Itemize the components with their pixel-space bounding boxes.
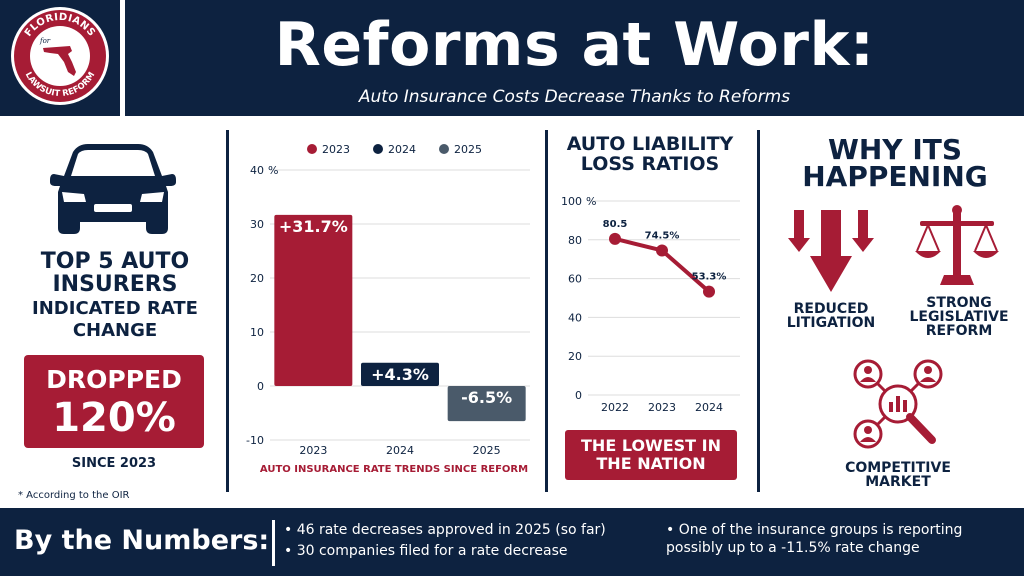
legend-marker: [307, 144, 317, 154]
why-item-legislative-reform: STRONG LEGISLATIVE REFORM: [909, 295, 1009, 339]
panel-divider: [545, 130, 548, 492]
header-banner: FLORIDIANS LAWSUIT REFORM for Reforms at…: [0, 0, 1024, 116]
bar: [274, 214, 353, 386]
data-label: -6.5%: [461, 388, 512, 407]
y-unit-label: %: [586, 195, 596, 208]
data-point: [656, 244, 668, 257]
rate-trends-chart: 40 30 20 10 0 -10% +31.7% 2023 +4.3% 2024 -6.5% 202…: [246, 143, 530, 475]
y-tick-label: 10: [250, 326, 264, 339]
y-tick-label: 30: [250, 218, 264, 231]
y-tick-label: 20: [568, 350, 582, 363]
dropped-value: 120%: [52, 395, 176, 441]
y-tick-label: 0: [257, 380, 264, 393]
footer-divider: [272, 520, 275, 566]
footer-item: • 30 companies filed for a rate decrease: [284, 543, 568, 559]
legend-label: 2023: [322, 143, 350, 156]
chart-title: AUTO INSURANCE RATE TRENDS SINCE REFORM: [260, 464, 528, 475]
footer-item: • 46 rate decreases approved in 2025 (so…: [284, 522, 606, 538]
dropped-badge: DROPPED 120%: [24, 355, 204, 448]
floridians-logo: FLORIDIANS LAWSUIT REFORM for: [11, 7, 109, 105]
x-tick-label: 2024: [695, 401, 723, 414]
data-point: [703, 285, 715, 298]
scales-icon: [915, 205, 999, 285]
since-text: SINCE 2023: [71, 456, 157, 471]
why-item-competitive-market: COMPETITIVE MARKET: [845, 460, 951, 490]
footnote: * According to the OIR: [18, 490, 130, 501]
car-icon: [50, 144, 176, 234]
y-tick-label: 60: [568, 273, 582, 286]
x-tick-label: 2022: [601, 401, 629, 414]
market-analysis-icon: [853, 359, 943, 449]
data-label: +4.3%: [371, 365, 429, 384]
page-subtitle: Auto Insurance Costs Decrease Thanks to …: [358, 87, 791, 107]
x-tick-label: 2023: [299, 444, 327, 457]
dropped-label: DROPPED: [46, 365, 182, 394]
legend-marker: [373, 144, 383, 154]
why-title: WHY ITS HAPPENING: [802, 133, 988, 193]
page-title: Reforms at Work:: [274, 10, 875, 80]
data-point: [609, 232, 621, 245]
legend-marker: [439, 144, 449, 154]
logo-text-for: for: [39, 37, 51, 45]
footer-banner: By the Numbers: • 46 rate decreases appr…: [0, 508, 1024, 576]
data-label: 74.5%: [645, 230, 680, 241]
y-tick-label: -10: [246, 434, 264, 447]
footer-title: By the Numbers:: [14, 525, 270, 556]
legend-label: 2025: [454, 143, 482, 156]
header-divider: [120, 0, 125, 116]
data-label: +31.7%: [279, 217, 348, 236]
data-label: 53.3%: [692, 272, 727, 283]
legend-label: 2024: [388, 143, 416, 156]
panel-divider: [757, 130, 760, 492]
loss-ratio-title: AUTO LIABILITY LOSS RATIOS: [566, 133, 734, 175]
florida-map-icon: [43, 46, 76, 76]
x-tick-label: 2024: [386, 444, 414, 457]
loss-ratio-chart: 100 80 60 40 20 0% 80.5 2022 74.5% 2023 53.3% 2024: [561, 195, 740, 414]
y-tick-label: 40: [568, 311, 582, 324]
down-arrows-icon: [788, 210, 874, 292]
bar: [361, 362, 439, 386]
data-label: 80.5: [603, 219, 628, 230]
y-tick-label: 40: [250, 164, 264, 177]
panel-divider: [226, 130, 229, 492]
why-item-reduced-litigation: REDUCED LITIGATION: [786, 301, 876, 331]
lowest-badge: THE LOWEST IN THE NATION: [565, 430, 737, 480]
x-tick-label: 2023: [648, 401, 676, 414]
insurers-title: TOP 5 AUTO INSURERS: [40, 249, 190, 297]
footer-item: • One of the insurance groups is reporti…: [666, 522, 963, 556]
y-unit-label: %: [268, 164, 278, 177]
y-tick-label: 80: [568, 234, 582, 247]
x-tick-label: 2025: [473, 444, 501, 457]
y-tick-label: 20: [250, 272, 264, 285]
bar: [447, 386, 526, 422]
y-tick-label: 100: [561, 195, 582, 208]
y-tick-label: 0: [575, 389, 582, 402]
insurers-subtitle: INDICATED RATE CHANGE: [32, 298, 198, 341]
